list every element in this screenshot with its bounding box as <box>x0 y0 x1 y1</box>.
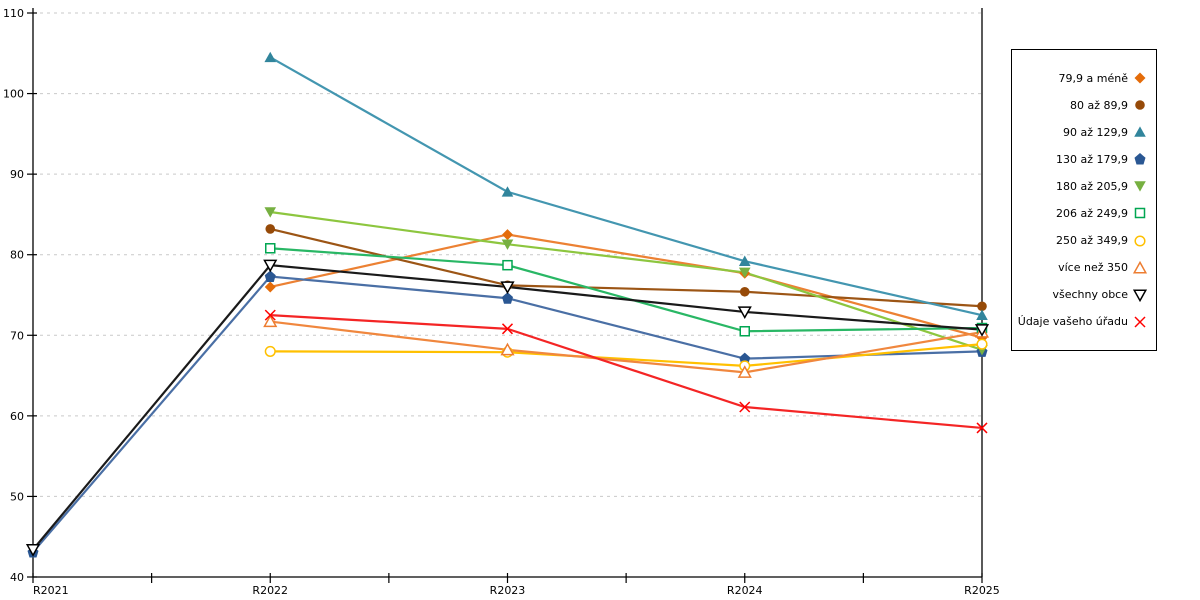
legend-item-label: 130 až 179,9 <box>1056 152 1128 166</box>
legend-item-label: 90 až 129,9 <box>1063 125 1128 139</box>
triangle-down-marker-icon <box>737 306 752 320</box>
y-tick-label: 110 <box>3 7 24 20</box>
triangle-down-marker-icon <box>263 259 278 273</box>
legend-item: 80 až 89,9 <box>1021 98 1147 112</box>
legend-marker-icon <box>1134 208 1146 219</box>
x-marker-icon <box>739 401 751 413</box>
triangle-up-marker-icon <box>738 255 751 266</box>
legend-marker-icon <box>1134 153 1146 165</box>
pentagon-marker-icon <box>264 270 276 282</box>
triangle-down-marker-icon <box>501 239 514 250</box>
pentagon-marker-icon <box>502 292 513 304</box>
circle-marker-icon <box>1134 234 1146 247</box>
legend-item: 206 až 249,9 <box>1021 206 1147 220</box>
x-marker-icon <box>976 422 988 434</box>
series-line-7 <box>270 320 983 374</box>
triangle-up-marker-icon <box>264 51 277 63</box>
triangle-up-marker-icon <box>1134 126 1146 138</box>
legend-item: 250 až 349,9 <box>1021 234 1147 248</box>
legend-item: 130 až 179,9 <box>1021 152 1147 166</box>
series-line-8 <box>32 264 983 551</box>
legend-item: 180 až 205,9 <box>1021 179 1147 193</box>
series-line-5 <box>270 247 983 333</box>
x-tick-label: R2023 <box>490 584 526 597</box>
x-marker-icon <box>501 323 514 335</box>
legend-marker-icon <box>1134 126 1146 138</box>
square-marker-icon <box>739 326 750 337</box>
legend-item: 90 až 129,9 <box>1021 125 1147 139</box>
x-tick-label: R2024 <box>727 584 763 597</box>
circle-marker-icon <box>264 345 276 357</box>
series-line-6 <box>270 343 983 368</box>
triangle-up-marker-icon <box>263 314 278 328</box>
triangle-down-marker-icon <box>500 281 515 295</box>
diamond-marker-icon <box>264 281 276 293</box>
legend-marker-icon <box>1135 100 1145 110</box>
legend-marker-icon <box>1134 72 1146 84</box>
legend-item-label: více než 350 <box>1058 261 1128 275</box>
circle-marker-icon <box>977 301 987 312</box>
triangle-down-marker-icon <box>974 324 990 337</box>
triangle-up-marker-icon <box>500 342 515 356</box>
triangle-down-marker-icon <box>25 544 41 557</box>
legend-item-label: Údaje vašeho úřadu <box>1017 315 1128 329</box>
legend-item-label: 250 až 349,9 <box>1056 234 1128 248</box>
y-tick-label: 100 <box>3 88 24 101</box>
y-tick-label: 50 <box>10 490 24 503</box>
series-line-9 <box>270 314 983 430</box>
y-tick-label: 80 <box>10 249 24 262</box>
legend-marker-icon <box>1134 316 1146 328</box>
triangle-up-marker-icon <box>1133 260 1147 274</box>
circle-marker-icon <box>1135 100 1145 110</box>
legend-marker-icon <box>1134 234 1146 247</box>
square-marker-icon <box>502 259 513 271</box>
triangle-down-marker-icon <box>738 267 751 279</box>
legend-item-label: 79,9 a méně <box>1058 71 1128 85</box>
x-tick-label: R2022 <box>252 584 288 597</box>
legend-item-label: všechny obce <box>1052 288 1128 302</box>
y-tick-label: 90 <box>10 168 24 181</box>
diamond-marker-icon <box>502 229 513 241</box>
pentagon-marker-icon <box>1134 153 1146 165</box>
y-tick-label: 70 <box>10 329 24 342</box>
triangle-up-marker-icon <box>976 309 988 320</box>
legend-marker-icon <box>1134 181 1146 192</box>
y-tick-label: 60 <box>10 410 24 423</box>
series-line-1 <box>269 227 983 308</box>
series-line-2 <box>269 56 983 317</box>
x-tick-label: R2025 <box>964 584 1000 597</box>
circle-marker-icon <box>739 286 750 297</box>
x-marker-icon <box>264 309 276 321</box>
square-marker-icon <box>1134 208 1146 219</box>
square-marker-icon <box>265 243 276 254</box>
chart-legend: 79,9 a méně 80 až 89,9 90 až 129,9 130 až 1… <box>1011 49 1157 351</box>
series-line-4 <box>270 210 983 351</box>
triangle-down-marker-icon <box>1134 181 1146 192</box>
diamond-marker-icon <box>1134 72 1146 84</box>
legend-item-label: 206 až 249,9 <box>1056 206 1128 220</box>
legend-item-label: 80 až 89,9 <box>1070 98 1128 112</box>
y-tick-label: 40 <box>10 571 24 584</box>
circle-marker-icon <box>976 338 988 350</box>
legend-item: 79,9 a méně <box>1021 71 1147 85</box>
x-tick-label: R2021 <box>33 584 69 597</box>
triangle-down-marker-icon <box>264 207 277 218</box>
circle-marker-icon <box>265 224 276 234</box>
legend-marker-icon <box>1133 289 1147 302</box>
legend-marker-icon <box>1133 260 1147 274</box>
triangle-up-marker-icon <box>501 186 514 197</box>
x-marker-icon <box>1134 316 1146 328</box>
legend-item: Údaje vašeho úřadu <box>1017 315 1147 329</box>
triangle-up-marker-icon <box>737 365 752 378</box>
legend-item: všechny obce <box>1021 288 1147 302</box>
series-line-0 <box>270 233 983 339</box>
series-line-3 <box>32 275 983 553</box>
legend-item: více než 350 <box>1021 260 1147 275</box>
triangle-down-marker-icon <box>1133 289 1147 302</box>
legend-item-label: 180 až 205,9 <box>1056 179 1128 193</box>
